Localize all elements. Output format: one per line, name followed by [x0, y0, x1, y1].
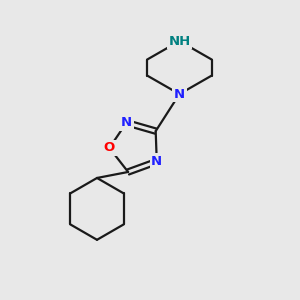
Text: O: O [104, 142, 115, 154]
Text: NH: NH [168, 34, 190, 48]
Text: N: N [174, 88, 185, 100]
Text: N: N [121, 116, 132, 129]
Text: N: N [151, 155, 162, 168]
